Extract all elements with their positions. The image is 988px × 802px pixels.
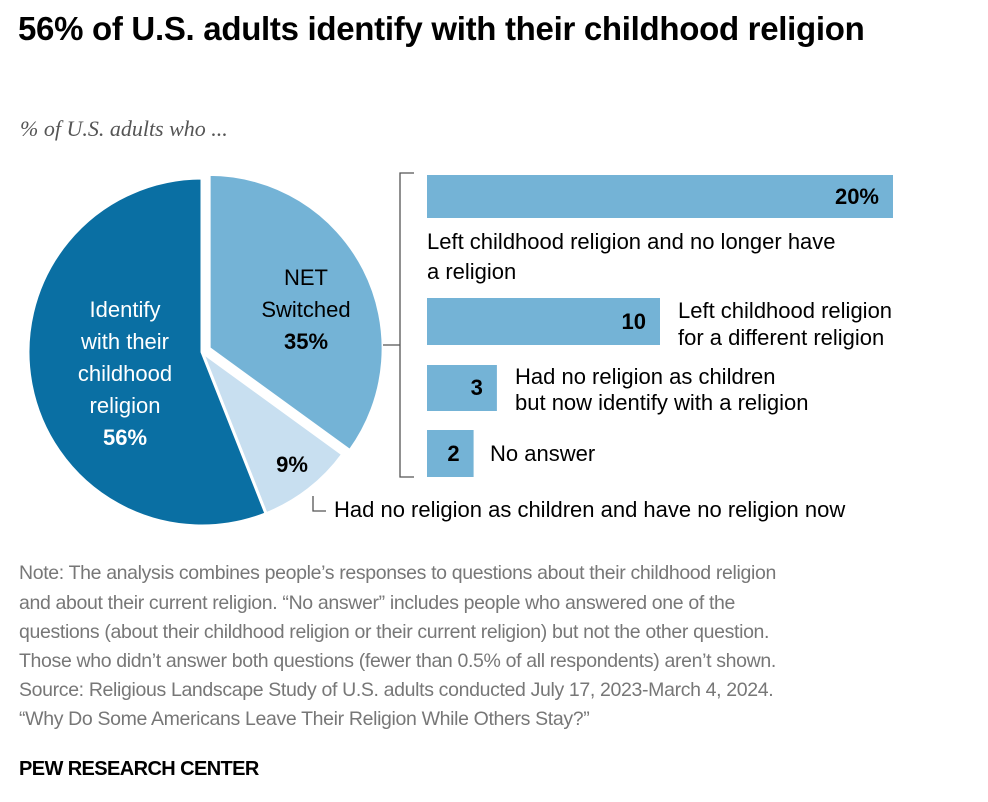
- bar: [427, 430, 474, 477]
- chart-canvas: [26, 172, 893, 528]
- chart-title: 56% of U.S. adults identify with their c…: [18, 10, 865, 47]
- bar-value: 20%: [834, 183, 879, 209]
- pew-logo: PEW RESEARCH CENTER: [19, 758, 259, 780]
- slice-label-switched: Switched: [261, 297, 351, 322]
- note-line: Note: The analysis combines people’s res…: [19, 562, 776, 584]
- note-line: questions (about their childhood religio…: [19, 621, 770, 643]
- source-line: Source: Religious Landscape Study of U.S…: [19, 679, 774, 701]
- slice-label-identify: with their: [80, 329, 170, 354]
- bar-label: Left childhood religion and no longer ha…: [427, 229, 836, 254]
- bar-label: but now identify with a religion: [515, 390, 809, 415]
- pie-slice-net-switched: [207, 172, 385, 453]
- bracket-line: [383, 172, 414, 478]
- bar-value: 3: [470, 375, 483, 400]
- slice-value-identify: 56%: [102, 425, 148, 450]
- bar-label: a religion: [427, 259, 517, 284]
- pie-slice-no-religion-both: [198, 347, 345, 516]
- slice-label-identify: religion: [89, 393, 161, 418]
- bar-label: for a different religion: [678, 325, 885, 350]
- slice-value-switched: 35%: [283, 329, 329, 354]
- callout-line: [312, 496, 326, 512]
- chart-subtitle: % of U.S. adults who ...: [20, 116, 228, 141]
- note-line: and about their current religion. “No an…: [19, 592, 736, 614]
- bar: [427, 298, 660, 345]
- bar: [427, 175, 893, 218]
- note-line: Those who didn’t answer both questions (…: [19, 650, 776, 672]
- slice-value-no-religion: 9%: [276, 452, 308, 477]
- report-title-line: “Why Do Some Americans Leave Their Relig…: [19, 708, 590, 730]
- slice-label-net: NET: [284, 265, 328, 290]
- bar-label: Had no religion as children: [515, 364, 776, 389]
- bar-value: 10: [621, 308, 646, 334]
- bar-label: Left childhood religion: [678, 298, 893, 323]
- slice-label-identify: childhood: [77, 361, 173, 386]
- bar-label: No answer: [490, 441, 596, 466]
- pie-slice-identify-childhood: [26, 176, 269, 528]
- slice-label-no-religion: Had no religion as children and have no …: [334, 497, 846, 522]
- bar: [427, 365, 497, 411]
- bar-value: 2: [447, 440, 460, 466]
- slice-label-identify: Identify: [89, 297, 161, 322]
